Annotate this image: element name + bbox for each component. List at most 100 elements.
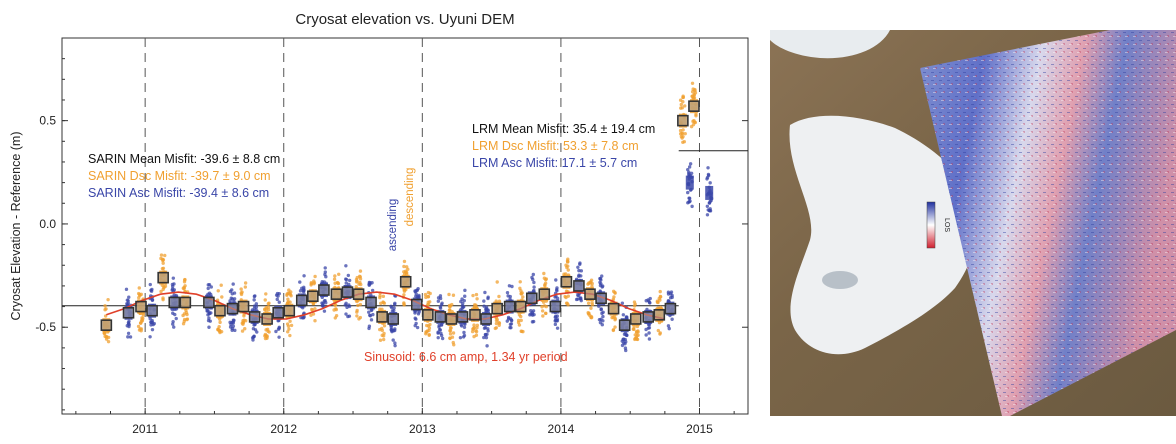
asc-point	[209, 292, 213, 297]
asc-point	[706, 173, 711, 178]
dsc-point	[182, 317, 187, 322]
monthly-mean-box	[503, 300, 516, 313]
dsc-point	[693, 87, 697, 92]
asc-point	[277, 335, 281, 339]
monthly-mean-box	[330, 288, 343, 300]
asc-point	[393, 301, 397, 305]
dsc-point	[216, 327, 220, 331]
asc-point	[207, 316, 211, 320]
asc-point	[505, 290, 510, 295]
dsc-point	[565, 301, 569, 306]
dsc-point	[402, 293, 406, 297]
dsc-point	[590, 301, 594, 305]
asc-point	[253, 328, 258, 332]
monthly-mean-box	[168, 296, 181, 309]
dsc-point	[589, 306, 593, 310]
dsc-point	[497, 323, 501, 328]
monthly-mean-box	[237, 300, 250, 313]
dsc-point	[448, 328, 453, 333]
dsc-point	[518, 280, 522, 284]
asc-point	[206, 286, 210, 291]
monthly-mean-box	[157, 271, 169, 284]
asc-point	[599, 282, 603, 286]
dsc-point	[519, 318, 523, 323]
asc-point	[705, 177, 709, 181]
dsc-point	[517, 313, 522, 317]
asc-point	[459, 324, 464, 328]
monthly-mean-box	[664, 302, 677, 315]
asc-point	[436, 331, 440, 335]
monthly-mean-box	[445, 313, 458, 325]
asc-point	[436, 299, 441, 303]
dsc-point	[632, 304, 637, 308]
dsc-point	[183, 284, 187, 288]
dsc-point	[611, 328, 616, 332]
dsc-point	[182, 312, 187, 316]
dsc-point	[240, 321, 244, 325]
asc-point	[597, 304, 601, 308]
dsc-point	[681, 94, 685, 98]
dsc-point	[678, 128, 683, 133]
asc-point	[708, 181, 712, 185]
asc-point	[505, 319, 509, 323]
dsc-point	[356, 303, 360, 308]
dsc-point	[470, 329, 475, 334]
dsc-point	[357, 317, 361, 321]
dsc-point	[264, 292, 268, 296]
monthly-mean-box	[480, 313, 492, 325]
asc-point	[393, 343, 397, 348]
asc-point	[125, 324, 129, 328]
asc-point	[324, 275, 328, 279]
asc-point	[644, 327, 648, 332]
dsc-point	[333, 274, 337, 278]
dsc-point	[161, 297, 165, 302]
asc-point	[532, 280, 536, 285]
dsc-point	[540, 309, 545, 313]
dsc-point	[448, 332, 453, 336]
asc-point	[600, 311, 604, 316]
monthly-mean-box	[422, 309, 434, 321]
dsc-point	[404, 269, 408, 273]
asc-point	[463, 294, 467, 298]
asc-point	[438, 328, 442, 332]
x-tick-label: 2015	[686, 422, 713, 436]
dsc-point	[310, 308, 315, 312]
dsc-point	[244, 319, 248, 323]
dsc-point	[472, 323, 476, 327]
monthly-mean-box	[135, 300, 147, 313]
asc-point	[208, 319, 212, 323]
dsc-point	[163, 253, 167, 258]
lrm-dsc-annotation: LRM Dsc Misfit: 53.3 ± 7.8 cm	[472, 139, 639, 153]
island	[822, 271, 858, 289]
asc-point	[369, 318, 374, 322]
ascending-label: ascending	[387, 199, 399, 251]
asc-point	[509, 325, 513, 330]
dsc-point	[402, 303, 406, 307]
asc-point	[367, 326, 371, 331]
dsc-point	[358, 269, 363, 273]
monthly-mean-box	[434, 311, 447, 323]
monthly-mean-box	[387, 313, 400, 325]
dsc-point	[497, 294, 501, 299]
dsc-point	[136, 324, 141, 329]
dsc-point	[694, 114, 698, 118]
dsc-point	[358, 275, 362, 279]
lrm-asc-annotation: LRM Asc Misfit: 17.1 ± 5.7 cm	[472, 156, 637, 170]
monthly-mean-box	[538, 288, 551, 300]
asc-point	[344, 264, 348, 268]
monthly-mean-box	[629, 313, 642, 325]
dsc-point	[312, 281, 316, 286]
asc-point	[252, 298, 256, 302]
y-axis-label: Cryosat Elevation - Reference (m)	[9, 132, 23, 321]
asc-point	[438, 296, 443, 301]
dsc-point	[658, 289, 662, 294]
dsc-point	[287, 291, 292, 296]
dsc-point	[138, 293, 142, 298]
asc-point	[439, 323, 444, 327]
asc-point	[600, 284, 605, 288]
salt-flat-north	[770, 30, 890, 59]
asc-point	[275, 291, 280, 296]
dsc-point	[691, 122, 696, 127]
dsc-point	[266, 302, 271, 306]
asc-point	[599, 307, 603, 311]
